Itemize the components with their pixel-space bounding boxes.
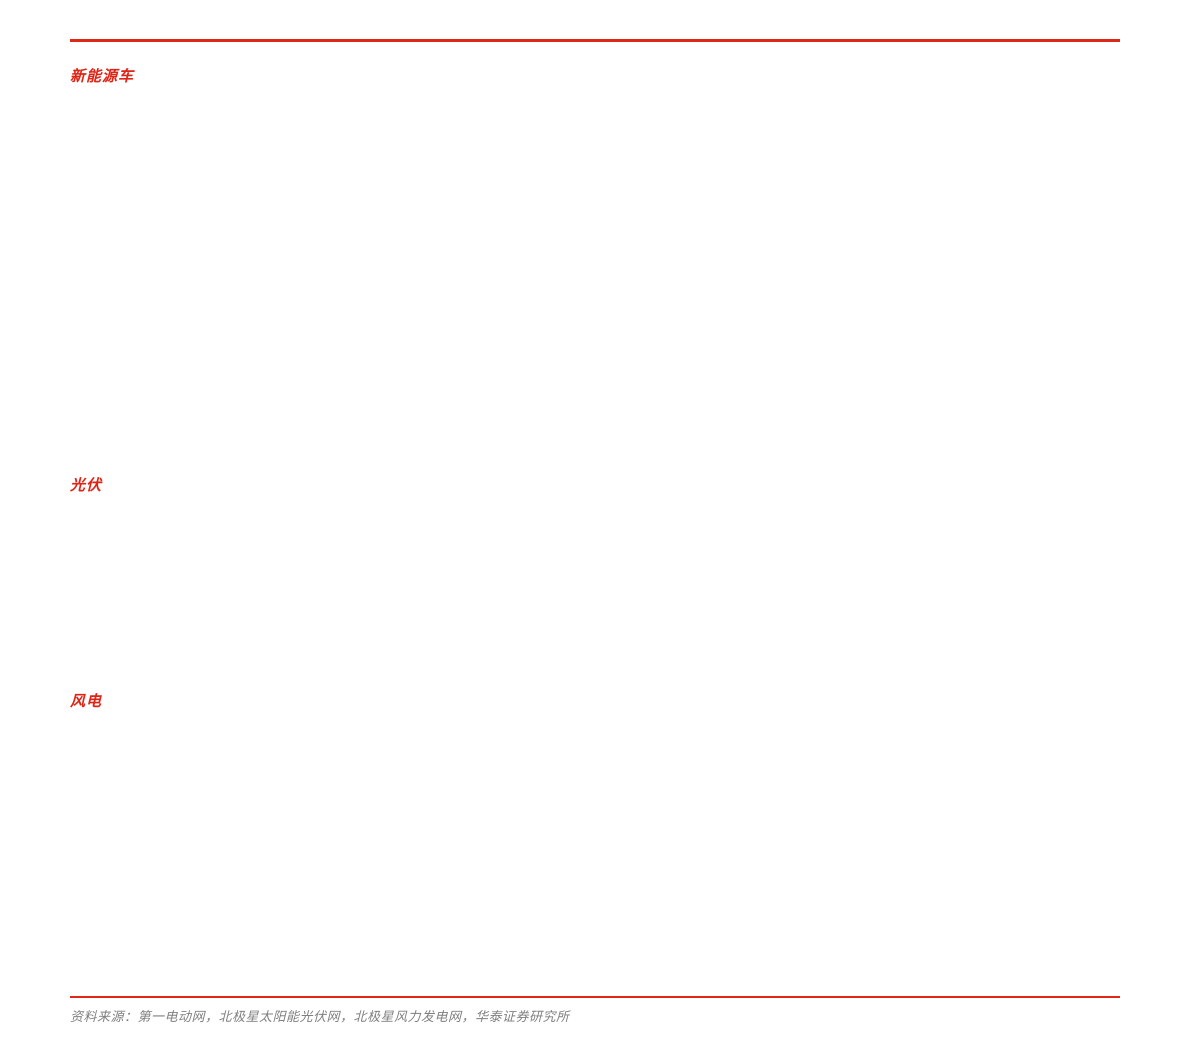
figure-placeholder-new-energy-vehicle	[70, 95, 1120, 465]
figure-placeholder-wind-power	[70, 715, 1120, 985]
top-divider	[70, 39, 1120, 42]
section-heading-wind-power: 风电	[70, 692, 103, 710]
source-attribution: 资料来源：第一电动网，北极星太阳能光伏网，北极星风力发电网，华泰证券研究所	[70, 1010, 570, 1025]
figure-placeholder-photovoltaic	[70, 500, 1120, 680]
bottom-divider	[70, 996, 1120, 998]
section-heading-photovoltaic: 光伏	[70, 476, 103, 494]
section-heading-new-energy-vehicle: 新能源车	[70, 67, 135, 85]
